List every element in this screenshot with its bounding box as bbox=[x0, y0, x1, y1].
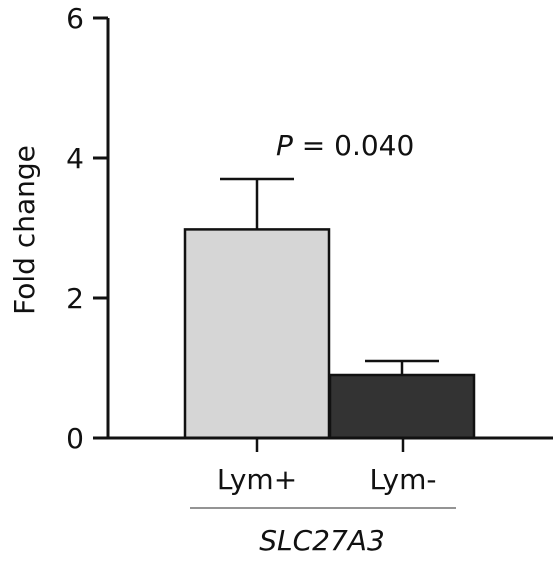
bar-lym-negative bbox=[328, 373, 476, 440]
axes bbox=[106, 18, 553, 440]
y-tick-label: 0 bbox=[66, 422, 84, 455]
p-symbol: P bbox=[276, 129, 293, 162]
p-value-annotation: P = 0.040 bbox=[276, 129, 414, 162]
y-tick-label: 4 bbox=[66, 142, 84, 175]
y-tick-label: 6 bbox=[66, 2, 84, 35]
y-axis-label: Fold change bbox=[8, 145, 41, 315]
x-tick-labels: Lym+ Lym- bbox=[217, 438, 437, 496]
y-tick-label: 2 bbox=[66, 282, 84, 315]
p-value-text: = 0.040 bbox=[293, 129, 414, 162]
x-tick-label: Lym- bbox=[370, 463, 437, 496]
y-ticks: 0 2 4 6 bbox=[66, 2, 108, 455]
bars bbox=[183, 177, 476, 440]
x-tick-label: Lym+ bbox=[217, 463, 297, 496]
gene-name-label: SLC27A3 bbox=[259, 524, 385, 557]
bar-lym-positive bbox=[183, 228, 331, 440]
